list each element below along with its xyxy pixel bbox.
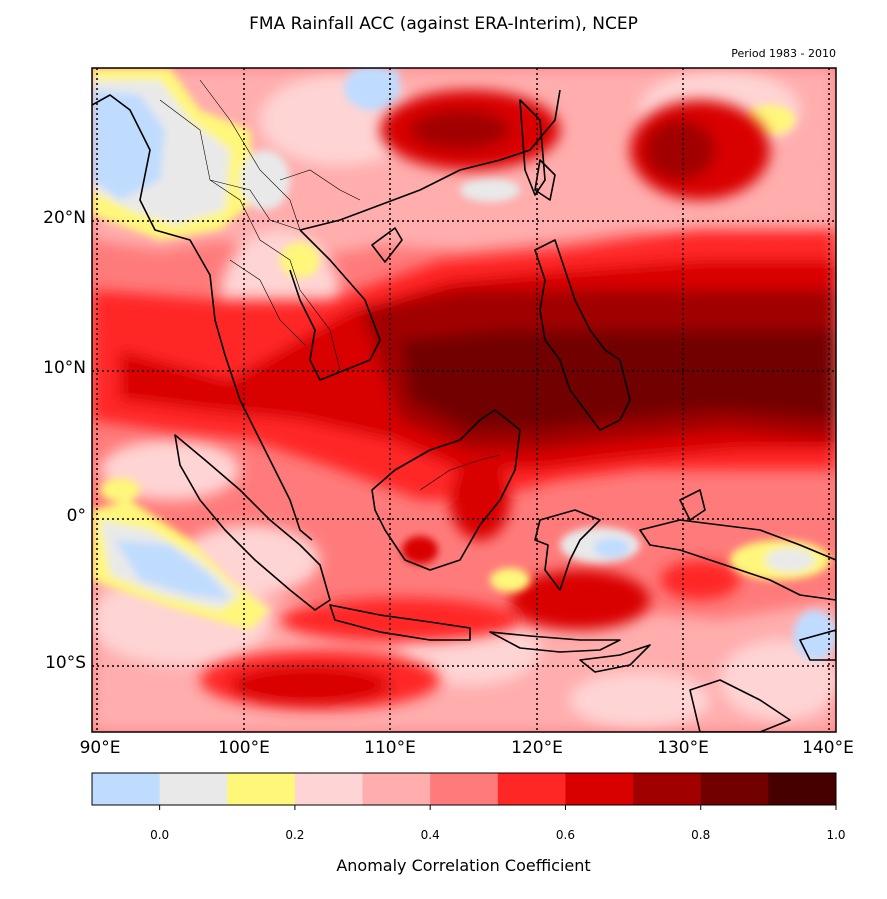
colorbar-swatch — [227, 773, 296, 805]
lat-label-10s: 10°S — [45, 653, 86, 673]
lon-label-90e: 90°E — [79, 738, 121, 758]
colorbar-tick-label: 0.6 — [555, 828, 575, 842]
map-frame — [91, 67, 837, 733]
lon-label-100e: 100°E — [218, 738, 270, 758]
colorbar-swatch — [497, 773, 566, 805]
colorbar-tick-label: 0.8 — [691, 828, 711, 842]
lat-label-10n: 10°N — [43, 358, 86, 378]
lon-label-120e: 120°E — [511, 738, 563, 758]
lat-label-0: 0° — [66, 506, 86, 526]
colorbar-swatch — [294, 773, 364, 805]
lon-label-140e: 140°E — [802, 738, 854, 758]
gridlines — [92, 68, 836, 732]
colorbar-tick-marks — [159, 805, 837, 810]
colorbar-tick-label: 0.2 — [285, 828, 305, 842]
colorbar-frame — [91, 772, 837, 806]
colorbar-tick-label: 0.4 — [420, 828, 440, 842]
map-title: FMA Rainfall ACC (against ERA-Interim), … — [249, 14, 638, 34]
colorbar-tick-label: 0.0 — [150, 828, 170, 842]
colorbar-swatch — [768, 773, 837, 805]
period-subtitle: Period 1983 - 2010 — [731, 47, 836, 60]
colorbar-tick-label: 1.0 — [826, 828, 846, 842]
country-borders — [159, 79, 501, 491]
correlation-field — [92, 68, 836, 732]
lon-label-130e: 130°E — [657, 738, 709, 758]
colorbar-label: Anomaly Correlation Coefficient — [336, 856, 591, 875]
colorbar-swatch — [430, 773, 499, 805]
colorbar-swatch — [565, 773, 634, 805]
colorbar-swatch — [362, 773, 431, 805]
lon-label-110e: 110°E — [364, 738, 416, 758]
colorbar-swatch — [92, 773, 161, 805]
colorbar-swatch — [633, 773, 702, 805]
colorbar-swatch — [700, 773, 769, 805]
colorbar — [92, 773, 837, 805]
colorbar-swatch — [159, 773, 228, 805]
lat-label-20n: 20°N — [43, 208, 86, 228]
